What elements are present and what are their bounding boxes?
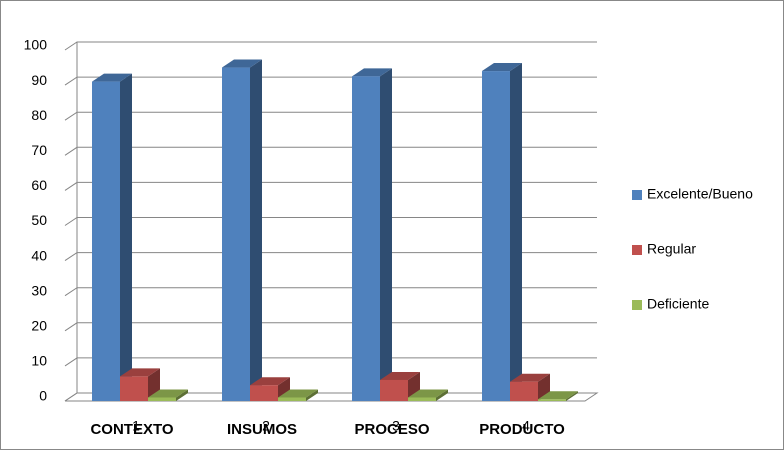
y-tick-label: 80 (31, 107, 47, 123)
grid-line (64, 322, 597, 332)
bar-side (278, 377, 290, 401)
legend-label: Deficiente (647, 296, 709, 312)
legend-swatch (632, 190, 642, 200)
bar-side (436, 389, 448, 401)
y-tick-label: 10 (31, 353, 47, 369)
bar (92, 81, 120, 401)
bar-top (278, 389, 318, 398)
grid-line (64, 76, 597, 86)
bar-top (148, 389, 188, 398)
y-tick-label: 100 (24, 37, 48, 53)
bar (278, 397, 306, 401)
bar-top (352, 68, 392, 77)
bar-side (176, 389, 188, 401)
bar-top (120, 368, 160, 377)
bar-side (380, 68, 392, 401)
x-tick-label: CONTEXTO (90, 421, 173, 438)
x-tick-number: 1 (132, 418, 140, 434)
x-tick-label: PRODUCTO (479, 421, 565, 438)
bar-top (92, 73, 132, 82)
x-tick-number: 4 (522, 418, 530, 434)
grid-line (64, 146, 597, 156)
bar (380, 379, 408, 401)
bar-side (120, 73, 132, 401)
x-tick-number: 3 (392, 418, 400, 434)
y-tick-label: 50 (31, 212, 47, 228)
grid-line (64, 357, 597, 367)
grid-line (64, 181, 597, 191)
bar (408, 397, 436, 401)
grid-line (64, 252, 597, 262)
grid-line (64, 41, 597, 51)
bar-top (222, 59, 262, 68)
grid-line (64, 217, 597, 226)
x-tick-label: INSUMOS (227, 421, 297, 438)
grid-line (64, 287, 597, 297)
bar-side (566, 391, 578, 401)
y-tick-label: 0 (39, 388, 47, 404)
y-tick-label: 60 (31, 177, 47, 193)
bar-top (380, 371, 420, 380)
legend-swatch (632, 245, 642, 255)
legend-label: Excelente/Bueno (647, 186, 753, 202)
bar-top (250, 377, 290, 386)
bar (510, 381, 538, 401)
bar-side (250, 59, 262, 402)
legend-label: Regular (647, 241, 696, 257)
y-tick-label: 40 (31, 247, 47, 263)
bar (538, 399, 566, 401)
bar (482, 71, 510, 401)
y-tick-label: 70 (31, 142, 47, 158)
y-tick-label: 90 (31, 72, 47, 88)
bar (250, 385, 278, 401)
bar-top (510, 373, 550, 382)
bar-top (482, 63, 522, 72)
grid-line (64, 111, 597, 121)
bar (222, 67, 250, 402)
bar (148, 397, 176, 401)
bar (352, 76, 380, 401)
y-tick-label: 20 (31, 318, 47, 334)
x-tick-label: PROCESO (354, 421, 429, 438)
bar (120, 376, 148, 401)
bar-top (408, 389, 448, 398)
bar-side (306, 389, 318, 401)
y-tick-label: 30 (31, 282, 47, 298)
bar-top (538, 391, 578, 400)
bar-side (510, 63, 522, 402)
legend-swatch (632, 300, 642, 310)
x-tick-number: 2 (262, 418, 270, 434)
